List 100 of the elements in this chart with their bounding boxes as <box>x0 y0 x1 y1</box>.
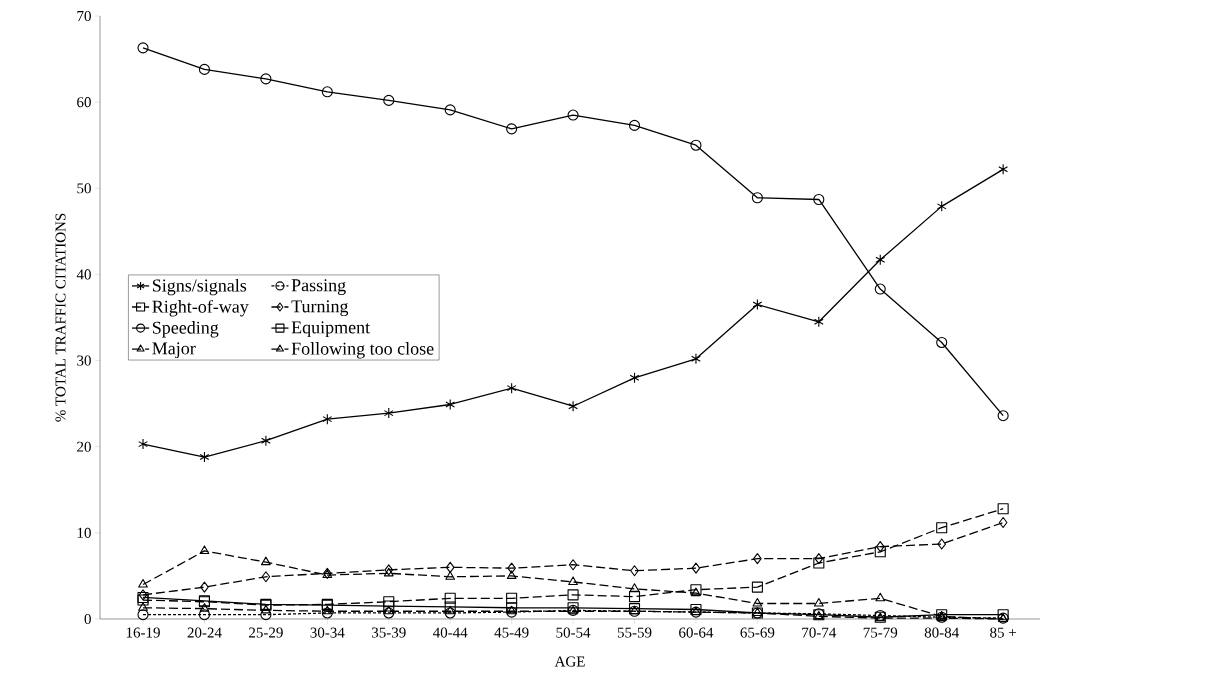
point <box>444 104 456 116</box>
legend-label: Major <box>152 342 196 359</box>
x-tick-label: 40-44 <box>433 627 468 638</box>
point <box>997 410 1009 422</box>
point <box>813 193 825 206</box>
point <box>199 603 210 612</box>
point <box>998 163 1009 175</box>
legend-label: Signs/signals <box>152 278 247 296</box>
y-tick-label: 20 <box>77 441 91 452</box>
point <box>751 192 763 204</box>
point <box>568 576 578 585</box>
point <box>506 123 518 135</box>
legend-label: Right-of-way <box>152 299 249 317</box>
x-tick-label: 20-24 <box>187 627 222 638</box>
point <box>936 522 948 534</box>
point <box>567 589 579 601</box>
legend-label: Following too close <box>291 342 434 359</box>
point <box>691 353 701 365</box>
point <box>444 601 456 613</box>
point <box>752 597 763 607</box>
y-tick-label: 0 <box>84 613 91 625</box>
point <box>936 336 948 349</box>
legend-label: Passing <box>291 279 346 296</box>
x-tick-label: 65-69 <box>740 627 775 638</box>
y-tick-label: 30 <box>77 355 91 366</box>
point <box>445 605 456 615</box>
point <box>629 583 640 592</box>
point <box>445 561 455 573</box>
point <box>813 597 824 607</box>
point <box>321 86 333 98</box>
x-tick-label: 45-49 <box>494 627 529 638</box>
point <box>445 398 456 411</box>
point <box>628 591 641 603</box>
point <box>997 503 1009 515</box>
point <box>936 200 947 212</box>
x-tick-label: 30-34 <box>310 627 345 638</box>
point <box>691 562 701 574</box>
point <box>137 609 149 621</box>
y-tick-label: 60 <box>77 97 91 108</box>
point <box>630 565 639 577</box>
point <box>137 42 149 54</box>
x-tick-label: 80-84 <box>924 627 959 638</box>
point <box>874 283 886 295</box>
point <box>998 516 1008 529</box>
point <box>138 578 148 588</box>
x-axis-title: AGE <box>554 656 585 667</box>
point <box>200 581 209 593</box>
y-tick-label: 70 <box>77 10 91 22</box>
point <box>383 94 395 106</box>
point <box>568 400 578 412</box>
x-tick-label: 70-74 <box>802 627 837 638</box>
point <box>874 546 886 558</box>
point <box>628 119 641 131</box>
point <box>322 413 333 425</box>
point <box>138 602 148 611</box>
point <box>383 407 394 419</box>
point <box>260 73 272 85</box>
point <box>752 299 763 311</box>
point <box>814 553 824 565</box>
point <box>383 600 395 612</box>
legend-label: Speeding <box>152 321 219 338</box>
point <box>261 571 271 583</box>
point <box>629 372 640 384</box>
point <box>937 538 946 550</box>
x-tick-label: 16-19 <box>126 627 160 638</box>
point <box>445 571 456 580</box>
y-tick-label: 10 <box>77 527 91 538</box>
point <box>568 559 578 571</box>
point <box>690 139 702 151</box>
y-axis-title: % TOTAL TRAFFIC CITATIONS <box>55 213 66 422</box>
legend-label: Equipment <box>291 321 371 338</box>
point <box>444 592 456 604</box>
x-tick-label: 85 + <box>990 627 1016 638</box>
point <box>138 438 148 450</box>
x-tick-label: 50-54 <box>556 627 591 638</box>
point <box>751 581 763 593</box>
point <box>383 605 394 615</box>
y-tick-label: 50 <box>77 183 91 194</box>
point <box>875 254 886 266</box>
x-tick-label: 60-64 <box>679 627 714 638</box>
x-tick-label: 55-59 <box>617 627 652 638</box>
point <box>383 607 395 619</box>
point <box>506 592 518 604</box>
point <box>198 609 210 621</box>
point <box>261 556 271 566</box>
y-tick-label: 40 <box>76 269 91 280</box>
point <box>383 596 395 608</box>
point <box>260 609 272 621</box>
point <box>506 382 517 394</box>
point <box>753 553 762 565</box>
x-tick-label: 75-79 <box>863 627 898 638</box>
point <box>261 435 271 447</box>
x-tick-label: 25-29 <box>249 627 283 638</box>
point <box>875 541 885 553</box>
point <box>444 607 456 619</box>
point <box>506 570 517 579</box>
point <box>198 63 210 75</box>
legend-label: Turning <box>291 300 349 317</box>
point <box>813 557 825 569</box>
point <box>199 451 210 463</box>
